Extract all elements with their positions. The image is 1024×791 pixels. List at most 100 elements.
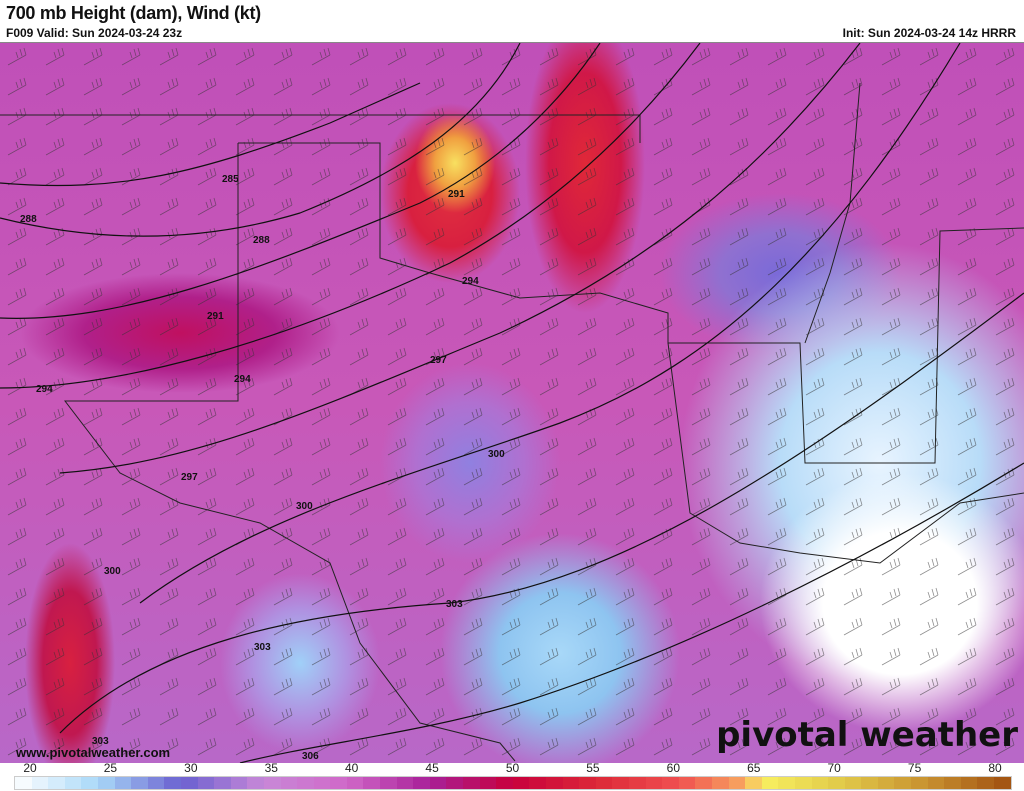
colorbar-cell [861, 777, 878, 789]
colorbar-cell [197, 777, 215, 789]
colorbar-cell [994, 777, 1011, 789]
wind-barbs [0, 43, 1024, 763]
contour-label: 288 [253, 235, 270, 246]
colorbar-tick-label: 35 [264, 761, 278, 775]
colorbar-cell [247, 777, 264, 789]
colorbar-cell [761, 777, 779, 789]
contour-label: 300 [104, 566, 121, 577]
contour-label: 288 [20, 214, 37, 225]
colorbar-cell [214, 777, 231, 789]
contour-label: 297 [181, 472, 198, 483]
colorbar-cell [794, 777, 812, 789]
colorbar-cell [396, 777, 414, 789]
colorbar-cell [313, 777, 331, 789]
map-overlay [0, 43, 1024, 763]
colorbar-cell [479, 777, 497, 789]
colorbar-cell [894, 777, 912, 789]
valid-time: F009 Valid: Sun 2024-03-24 23z [6, 26, 183, 40]
colorbar-cell [728, 777, 746, 789]
contour-label: 294 [234, 374, 251, 385]
colorbar-cell [595, 777, 613, 789]
colorbar-tick-label: 20 [23, 761, 37, 775]
pivotal-weather-logo: pivotal weather [716, 715, 1018, 755]
colorbar-cell [64, 777, 82, 789]
colorbar-cell [960, 777, 978, 789]
colorbar-tick-label: 50 [505, 761, 520, 775]
contour-label: 291 [448, 189, 465, 200]
init-time: Init: Sun 2024-03-24 14z HRRR [842, 26, 1016, 40]
colorbar-cell [380, 777, 397, 789]
colorbar-tick-label: 40 [344, 761, 359, 775]
colorbar-tick-label: 75 [907, 761, 922, 775]
colorbar-cell [114, 777, 132, 789]
colorbar-cell [645, 777, 663, 789]
colorbar-cell [131, 777, 148, 789]
colorbar-tick-label: 70 [827, 761, 841, 775]
colorbar-cell [180, 777, 198, 789]
colorbar-cell [546, 777, 563, 789]
colorbar-cell [745, 777, 762, 789]
colorbar-cell [429, 777, 447, 789]
colorbar-cell [778, 777, 795, 789]
colorbar-cell [280, 777, 298, 789]
colorbar-cell [147, 777, 165, 789]
colorbar-cell [230, 777, 248, 789]
colorbar-cell [346, 777, 364, 789]
height-contours [0, 43, 1024, 763]
colorbar-cell [844, 777, 862, 789]
colorbar-cell [927, 777, 945, 789]
contour-label: 297 [430, 355, 447, 366]
contour-label: 291 [207, 311, 224, 322]
colorbar-cell [662, 777, 679, 789]
colorbar-tick-label: 30 [184, 761, 198, 775]
colorbar-cell [612, 777, 629, 789]
colorbar-tick-label: 60 [666, 761, 681, 775]
colorbar-cell [512, 777, 530, 789]
contour-label: 306 [302, 751, 319, 762]
colorbar-cell [81, 777, 98, 789]
colorbar-cell [678, 777, 696, 789]
colorbar-cell [695, 777, 712, 789]
contour-label: 300 [296, 501, 313, 512]
contour-label: 285 [222, 174, 239, 185]
colorbar-cell [97, 777, 115, 789]
colorbar-cell [529, 777, 546, 789]
contour-label: 294 [462, 276, 479, 287]
website-link[interactable]: www.pivotalweather.com [16, 745, 171, 760]
colorbar-tick-label: 25 [103, 761, 118, 775]
colorbar-cell [363, 777, 381, 789]
map-title: 700 mb Height (dam), Wind (kt) [6, 3, 261, 23]
colorbar-cell [628, 777, 646, 789]
colorbar [14, 776, 1012, 790]
colorbar-tick-label: 65 [747, 761, 761, 775]
contour-label: 300 [488, 449, 505, 460]
colorbar-cell [263, 777, 281, 789]
colorbar-cell [413, 777, 430, 789]
colorbar-tick-label: 45 [425, 761, 439, 775]
colorbar-cell [31, 777, 49, 789]
colorbar-cell [297, 777, 314, 789]
colorbar-cell [15, 777, 32, 789]
contour-label: 294 [36, 384, 53, 395]
colorbar-cell [911, 777, 928, 789]
colorbar-cell [877, 777, 895, 789]
colorbar-cell [711, 777, 729, 789]
colorbar-tick-label: 80 [988, 761, 1002, 775]
colorbar-cell [562, 777, 580, 789]
colorbar-cell [811, 777, 829, 789]
colorbar-cell [463, 777, 480, 789]
colorbar-cell [496, 777, 513, 789]
weather-map[interactable]: 285 288 288 291 291 294 294 294 297 297 … [0, 42, 1024, 763]
colorbar-cell [977, 777, 995, 789]
colorbar-cell [48, 777, 65, 789]
contour-label: 303 [254, 642, 271, 653]
contour-label: 303 [446, 599, 463, 610]
colorbar-cell [330, 777, 347, 789]
colorbar-cell [446, 777, 464, 789]
colorbar-cell [828, 777, 845, 789]
colorbar-cell [579, 777, 596, 789]
colorbar-tick-label: 55 [586, 761, 600, 775]
colorbar-cell [944, 777, 961, 789]
contour-label: 303 [92, 736, 109, 747]
colorbar-cell [164, 777, 181, 789]
